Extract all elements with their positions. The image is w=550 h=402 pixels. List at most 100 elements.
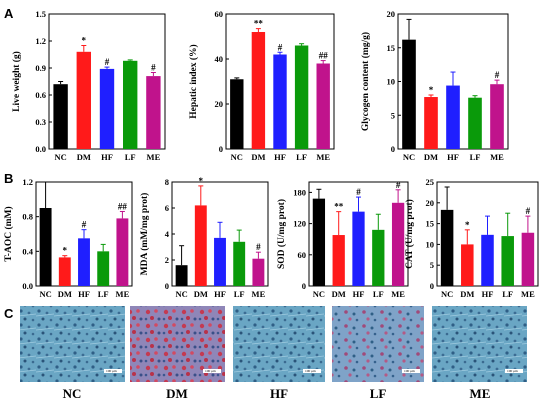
category-label: LF (373, 289, 384, 299)
bar-me (146, 76, 161, 149)
category-label: NC (54, 152, 66, 162)
bar-nc (440, 209, 454, 286)
category-label: NC (403, 152, 415, 162)
chart-3: 0.0 0.4 0.8 1.2 T-AOC (mM) NC * DM # HF LF ## ME (3, 177, 133, 299)
category-label: DM (332, 289, 346, 299)
significance-mark: # (526, 206, 531, 216)
bar-nc (230, 79, 244, 149)
bar-hf (78, 238, 90, 286)
bar-hf (99, 68, 115, 149)
y-tick-label: 0 (302, 281, 306, 291)
chart-5: 0 60 120 180 SOD (U/mg prot) NC ** DM # HF LF # ME (276, 180, 409, 299)
y-tick-label: 10 (387, 77, 396, 87)
significance-mark: # (356, 187, 361, 197)
category-label: ME (316, 152, 330, 162)
category-label: ME (490, 152, 504, 162)
bar-me (116, 218, 129, 286)
y-axis-label: T-AOC (mM) (3, 206, 14, 261)
significance-mark: # (105, 57, 110, 67)
y-tick-label: 0.9 (35, 63, 46, 73)
category-label: ME (147, 152, 161, 162)
scalebar-label-lf: 100 μm (404, 369, 415, 373)
y-tick-label: 25 (426, 177, 435, 187)
category-label: DM (58, 289, 72, 299)
scalebar-label-dm: 100 μm (205, 369, 216, 373)
y-tick-label: 20 (387, 9, 396, 19)
y-tick-label: 10 (426, 239, 435, 249)
bar-me (521, 232, 535, 286)
bar-dm (76, 51, 91, 149)
significance-mark: # (495, 70, 500, 80)
significance-mark: # (396, 180, 401, 190)
y-tick-label: 0 (430, 281, 434, 291)
bar-nc (312, 198, 326, 286)
bar-lf (501, 236, 514, 286)
significance-mark: ## (118, 201, 128, 211)
y-tick-label: 1.5 (35, 9, 46, 19)
chart-1: 0 20 40 60 Hepatic index (%) NC ** DM # HF LF ## ME (188, 9, 335, 162)
category-label: DM (194, 289, 208, 299)
y-tick-label: 20 (215, 99, 224, 109)
y-tick-label: 0.8 (22, 212, 33, 222)
scalebar-label-me: 100 μm (507, 369, 518, 373)
histology-label-nc: NC (63, 386, 82, 401)
y-axis-label: Live weight (g) (11, 51, 22, 112)
y-tick-label: 0.4 (22, 246, 33, 256)
category-label: NC (175, 289, 187, 299)
category-label: NC (39, 289, 51, 299)
category-label: LF (502, 289, 513, 299)
significance-mark: # (278, 42, 283, 52)
bar-nc (39, 208, 52, 286)
significance-mark: # (256, 242, 261, 252)
y-tick-label: 60 (298, 250, 307, 260)
bar-nc (402, 39, 416, 149)
bar-me (391, 202, 405, 286)
significance-mark: ## (319, 51, 329, 61)
histology-strip: 100 μm 100 μm 100 μm 100 μm 100 μm NC DM… (20, 306, 527, 401)
significance-mark: * (429, 85, 434, 95)
y-tick-label: 0 (165, 281, 169, 291)
y-tick-label: 5 (391, 110, 395, 120)
chart-0: 0.0 0.3 0.6 0.9 1.2 1.5 Live weight (g) NC * DM # H… (11, 9, 166, 162)
panel-label-a: A (4, 6, 14, 21)
chart-2: 0 5 10 15 20 Glycogen content (mg/g) NC * DM HF LF… (360, 9, 509, 162)
y-tick-label: 60 (215, 9, 224, 19)
bar-me (316, 63, 330, 149)
category-label: HF (101, 152, 113, 162)
category-label: DM (460, 289, 474, 299)
category-label: NC (231, 152, 243, 162)
y-tick-label: 0.3 (35, 117, 46, 127)
category-label: LF (234, 289, 245, 299)
bar-lf (233, 241, 246, 286)
significance-mark: ** (334, 202, 344, 212)
category-label: ME (116, 289, 130, 299)
bar-nc (175, 265, 188, 286)
category-label: HF (353, 289, 365, 299)
y-tick-label: 180 (293, 187, 306, 197)
y-tick-label: 4 (165, 229, 170, 239)
category-label: LF (470, 152, 481, 162)
significance-mark: * (82, 36, 87, 46)
significance-mark: * (63, 246, 68, 256)
chart-4: 0 2 4 6 8 MDA (mM/mg prot) NC * DM HF LF # ME (139, 176, 269, 299)
bar-dm (332, 235, 345, 286)
category-label: HF (274, 152, 286, 162)
y-tick-label: 1.2 (22, 177, 33, 187)
category-label: HF (214, 289, 226, 299)
chart-6: 0 5 10 15 20 25 CAT (U/mg prot) NC * DM HF LF # ME (404, 177, 539, 299)
bar-hf (446, 85, 460, 149)
bar-lf (97, 251, 110, 286)
category-label: LF (296, 152, 307, 162)
y-axis-label: Hepatic index (%) (188, 44, 199, 118)
histology-label-lf: LF (370, 386, 387, 401)
bar-me (252, 258, 265, 286)
category-label: DM (77, 152, 91, 162)
category-label: HF (78, 289, 90, 299)
panel-label-c: C (4, 306, 14, 321)
bar-dm (424, 97, 438, 149)
y-tick-label: 6 (165, 203, 169, 213)
histology-label-me: ME (470, 386, 491, 401)
bar-hf (481, 234, 494, 286)
y-tick-label: 0.0 (22, 281, 33, 291)
category-label: DM (251, 152, 265, 162)
